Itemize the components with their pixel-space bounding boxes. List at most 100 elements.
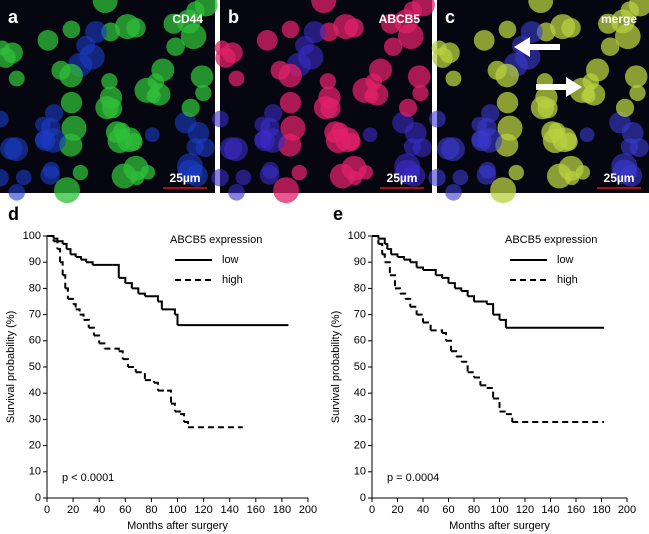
survival-step xyxy=(467,371,475,378)
y-tick-label: 10 xyxy=(29,466,41,478)
survival-step xyxy=(86,261,94,265)
survival-step xyxy=(57,248,62,263)
cell xyxy=(479,161,496,179)
y-tick-label: 20 xyxy=(354,440,366,452)
cell xyxy=(452,169,469,186)
survival-step xyxy=(62,274,67,289)
cell xyxy=(362,127,378,143)
x-tick-label: 60 xyxy=(119,504,131,516)
y-tick-label: 100 xyxy=(23,230,41,242)
cell xyxy=(72,164,89,181)
x-axis-label: Months after surgery xyxy=(449,520,550,532)
survival-step xyxy=(47,235,55,242)
x-tick-label: 140 xyxy=(221,504,239,516)
survival-step xyxy=(170,402,176,412)
cell xyxy=(441,137,465,162)
cell xyxy=(85,21,108,44)
cell xyxy=(260,117,280,137)
legend-label: low xyxy=(557,254,574,266)
survival-step xyxy=(135,371,146,381)
cell xyxy=(15,169,32,186)
survival-step xyxy=(416,313,424,323)
cell xyxy=(629,138,649,158)
survival-step xyxy=(416,266,424,271)
cell xyxy=(62,20,81,39)
cell xyxy=(600,37,620,56)
x-tick-label: 80 xyxy=(468,504,480,516)
survival-step xyxy=(80,258,88,263)
cell xyxy=(319,73,337,90)
cell xyxy=(397,23,424,50)
survival-step xyxy=(382,253,386,263)
y-tick-label: 70 xyxy=(29,309,41,321)
cell xyxy=(279,91,302,114)
cell xyxy=(228,183,245,201)
survival-step xyxy=(486,386,495,399)
survival-step xyxy=(170,308,176,315)
survival-step xyxy=(75,255,82,260)
y-tick-label: 50 xyxy=(29,361,41,373)
cell xyxy=(228,70,245,87)
y-tick-label: 60 xyxy=(354,335,366,347)
x-axis-label: Months after surgery xyxy=(127,520,228,532)
survival-step xyxy=(454,287,463,292)
x-tick-label: 40 xyxy=(93,504,105,516)
y-tick-label: 0 xyxy=(35,492,41,504)
cell xyxy=(552,127,577,153)
cell xyxy=(581,88,596,104)
cell xyxy=(41,117,61,137)
cell xyxy=(445,183,462,201)
y-tick-label: 100 xyxy=(348,230,366,242)
survival-step xyxy=(378,237,386,244)
survival-step xyxy=(83,318,90,328)
cell xyxy=(550,14,576,40)
y-axis-label: Survival probability (%) xyxy=(330,311,342,423)
cell xyxy=(615,98,635,117)
survival-step xyxy=(62,242,68,250)
cell xyxy=(412,84,429,102)
cell xyxy=(490,177,517,204)
arrow xyxy=(536,77,582,97)
survival-step xyxy=(378,242,384,255)
cell xyxy=(180,23,207,50)
micrographs xyxy=(0,0,649,204)
cell xyxy=(619,164,643,187)
x-tick-label: 120 xyxy=(516,504,534,516)
x-tick-label: 100 xyxy=(168,504,186,516)
cell xyxy=(144,127,160,143)
survival-step xyxy=(493,313,501,320)
survival-step xyxy=(486,303,495,315)
x-tick-label: 120 xyxy=(194,504,212,516)
survival-step xyxy=(493,397,501,412)
cell xyxy=(166,37,185,56)
cell xyxy=(558,155,584,181)
cell xyxy=(291,164,307,181)
cell xyxy=(278,63,302,88)
survival-step xyxy=(93,334,101,344)
cell xyxy=(151,58,175,82)
cell xyxy=(508,164,524,181)
cell xyxy=(194,0,218,17)
cell xyxy=(495,63,519,88)
survival-step xyxy=(104,347,120,352)
panel-letter: e xyxy=(333,204,343,224)
scale-label: 25µm xyxy=(604,171,635,185)
survival-step xyxy=(79,313,85,320)
survival-step xyxy=(372,235,380,244)
x-tick-label: 0 xyxy=(369,504,375,516)
x-tick-label: 160 xyxy=(247,504,265,516)
survival-step xyxy=(461,290,469,297)
cell xyxy=(146,88,161,104)
survival-step xyxy=(184,421,189,428)
survival-step xyxy=(410,305,418,315)
cell xyxy=(114,14,141,40)
cell xyxy=(37,29,59,51)
survival-step xyxy=(157,300,163,310)
cell xyxy=(407,65,431,88)
survival-step xyxy=(505,413,514,423)
x-tick-label: 80 xyxy=(145,504,157,516)
cell xyxy=(211,168,229,187)
y-tick-label: 80 xyxy=(354,282,366,294)
legend-label: low xyxy=(222,254,239,266)
x-tick-label: 160 xyxy=(567,504,585,516)
